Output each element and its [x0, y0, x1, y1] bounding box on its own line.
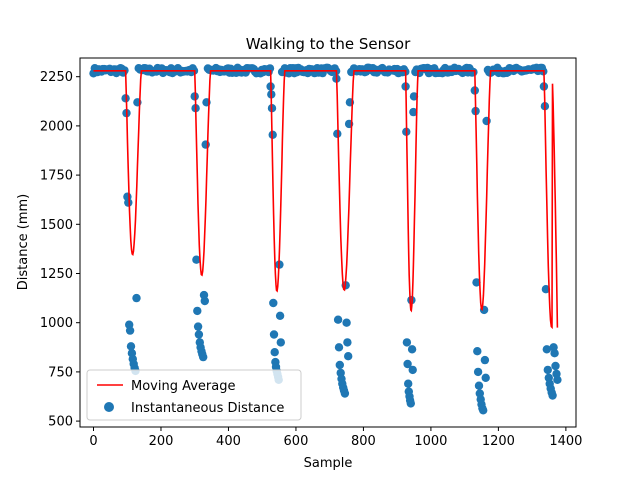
- y-tick-label: 2250: [40, 70, 73, 85]
- legend-label-moving-average: Moving Average: [131, 379, 235, 394]
- scatter-point: [269, 298, 278, 308]
- y-tick-label: 1000: [40, 316, 73, 331]
- scatter-point: [342, 318, 351, 327]
- x-tick-label: 1200: [482, 434, 515, 449]
- scatter-point: [269, 330, 279, 339]
- y-tick-label: 750: [48, 365, 73, 380]
- scatter-point: [344, 352, 353, 361]
- y-axis: 500 750 1000 1250 1500 1750 2000 2250: [40, 70, 80, 430]
- scatter-point: [473, 367, 483, 377]
- scatter-point: [124, 198, 133, 207]
- legend-box: [86, 369, 302, 421]
- x-tick-label: 800: [351, 434, 376, 449]
- scatter-point: [408, 365, 417, 375]
- moving-average-line: [93, 70, 559, 330]
- scatter-point: [404, 379, 413, 388]
- scatter-point: [409, 107, 418, 117]
- y-tick-label: 500: [48, 415, 73, 430]
- x-tick-label: 200: [149, 434, 174, 449]
- scatter-point: [200, 296, 209, 306]
- y-tick-label: 1500: [40, 218, 73, 233]
- scatter-point: [474, 381, 484, 390]
- scatter-point: [276, 338, 285, 347]
- scatter-point: [407, 345, 417, 354]
- scatter-point: [126, 342, 136, 351]
- axes-frame: [79, 57, 577, 428]
- y-tick-label: 1750: [40, 169, 73, 184]
- scatter-point: [340, 389, 350, 398]
- scatter-point: [132, 293, 141, 303]
- scatter-point: [270, 348, 279, 357]
- y-tick-label: 1250: [40, 267, 73, 282]
- legend-label-instantaneous-distance: Instantaneous Distance: [131, 401, 284, 416]
- scatter-point: [192, 255, 201, 264]
- scatter-point: [473, 347, 482, 356]
- scatter-point: [472, 278, 481, 287]
- legend: Moving Average Instantaneous Distance: [86, 369, 302, 421]
- scatter-point: [335, 360, 344, 370]
- scatter-point: [481, 373, 490, 382]
- plot-area: [89, 63, 562, 415]
- scatter-point: [551, 361, 560, 371]
- scatter-point: [199, 352, 208, 362]
- scatter-point: [406, 399, 415, 408]
- scatter-point: [403, 359, 412, 369]
- scatter-point: [553, 375, 562, 384]
- scatter-point: [548, 391, 557, 400]
- scatter-point: [479, 406, 488, 415]
- scatter-point: [541, 285, 551, 294]
- x-tick-label: 400: [216, 434, 241, 449]
- scatter-point: [125, 326, 135, 335]
- scatter-series: [89, 63, 562, 415]
- scatter-point: [193, 322, 203, 331]
- legend-scatter-swatch: [104, 402, 114, 412]
- chart-title: Walking to the Sensor: [246, 35, 411, 53]
- scatter-point: [193, 306, 202, 316]
- scatter-point: [409, 92, 419, 101]
- scatter-point: [333, 315, 343, 324]
- scatter-point: [469, 67, 478, 77]
- y-tick-label: 2000: [40, 119, 73, 134]
- y-axis-label: Distance (mm): [16, 194, 31, 290]
- x-axis-label: Sample: [304, 456, 353, 471]
- x-tick-label: 0: [89, 434, 97, 449]
- x-tick-label: 600: [284, 434, 309, 449]
- scatter-point: [402, 338, 412, 347]
- scatter-point: [480, 355, 490, 365]
- scatter-point: [550, 349, 559, 358]
- scatter-point: [194, 330, 204, 339]
- scatter-point: [542, 345, 551, 354]
- x-axis: 0 200 400 600 800 1000 1200 1400: [89, 427, 582, 449]
- scatter-point: [201, 140, 210, 149]
- scatter-point: [275, 311, 285, 320]
- scatter-point: [543, 365, 552, 375]
- x-tick-label: 1000: [414, 434, 447, 449]
- x-tick-label: 1400: [549, 434, 582, 449]
- scatter-point: [343, 338, 352, 347]
- scatter-point: [334, 343, 344, 352]
